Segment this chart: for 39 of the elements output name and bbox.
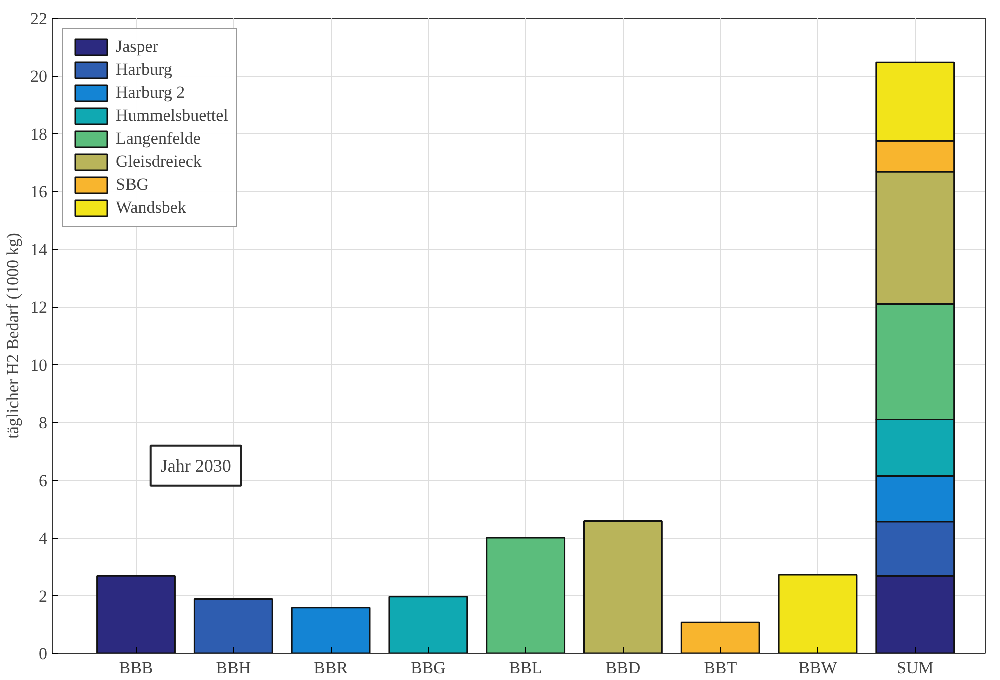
bar (96, 575, 176, 654)
y-tick-label: 2 (39, 586, 48, 606)
legend-label: Wandsbek (116, 198, 186, 218)
x-tick-label: BBT (704, 658, 738, 678)
y-tick-label: 20 (30, 67, 48, 86)
y-tick-label: 12 (30, 298, 48, 318)
x-tick-label: BBW (798, 658, 838, 678)
y-tick-label: 10 (30, 356, 48, 375)
y-tick-label: 6 (39, 471, 48, 490)
bar (680, 622, 760, 654)
x-tick-label: SUM (896, 658, 934, 678)
y-tick-label: 18 (30, 124, 48, 144)
x-tick-label: BBG (410, 658, 446, 678)
bar (584, 520, 663, 654)
bar (388, 596, 468, 654)
legend-label: Harburg 2 (116, 83, 186, 103)
bar (778, 574, 858, 654)
legend-label: Gleisdreieck (116, 152, 202, 172)
x-tick-label: BBD (606, 658, 641, 678)
x-tick-label: BBL (509, 658, 542, 678)
x-tick-label: BBB (119, 658, 154, 678)
y-tick-label: 8 (39, 414, 48, 433)
annotation: Jahr 2030 (160, 456, 232, 476)
y-tick-label: 0 (39, 644, 48, 664)
bar (486, 537, 566, 654)
y-tick-label: 16 (30, 182, 48, 202)
y-tick-label: 14 (30, 240, 48, 260)
legend-label: Hummelsbuettel (116, 106, 228, 126)
y-tick-label: 4 (39, 529, 48, 548)
bar (194, 598, 274, 654)
legend-label: Langenfelde (116, 129, 201, 149)
y-tick-label: 22 (30, 10, 48, 28)
legend-label: Jasper (116, 37, 158, 57)
y-axis-title: täglicher H2 Bedarf (1000 kg) (4, 233, 22, 439)
x-tick-label: BBR (314, 658, 349, 678)
x-tick-label: BBH (216, 658, 252, 678)
bar (291, 607, 371, 654)
legend-label: Harburg (116, 60, 172, 80)
legend-label: SBG (116, 175, 150, 195)
